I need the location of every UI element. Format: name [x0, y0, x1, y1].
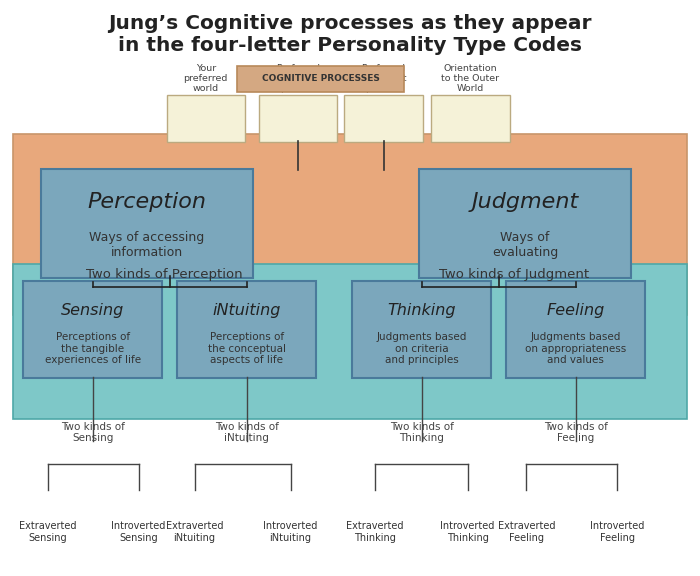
Text: Introverted
iNtuiting: Introverted iNtuiting — [263, 521, 318, 543]
Text: Ways of accessing
information: Ways of accessing information — [90, 230, 204, 259]
FancyBboxPatch shape — [431, 95, 510, 142]
Text: Sensing: Sensing — [61, 303, 125, 319]
FancyBboxPatch shape — [259, 95, 337, 142]
Text: iNtuiting: iNtuiting — [213, 303, 281, 319]
Text: Jung’s Cognitive processes as they appear: Jung’s Cognitive processes as they appea… — [108, 14, 592, 33]
Text: Introverted
Sensing: Introverted Sensing — [111, 521, 166, 543]
Text: Preferred
judgment
process: Preferred judgment process — [361, 63, 406, 93]
FancyBboxPatch shape — [352, 281, 491, 378]
FancyBboxPatch shape — [23, 281, 162, 378]
Text: Two kinds of Perception: Two kinds of Perception — [86, 268, 243, 281]
FancyBboxPatch shape — [41, 169, 253, 278]
Text: Introverted
Thinking: Introverted Thinking — [440, 521, 495, 543]
Text: Judgments based
on appropriateness
and values: Judgments based on appropriateness and v… — [525, 332, 626, 365]
Text: Perceptions of
the tangible
experiences of life: Perceptions of the tangible experiences … — [45, 332, 141, 365]
Text: Judgments based
on criteria
and principles: Judgments based on criteria and principl… — [377, 332, 467, 365]
Text: Two kinds of Judgment: Two kinds of Judgment — [440, 268, 589, 281]
Text: Two kinds of
Sensing: Two kinds of Sensing — [61, 422, 125, 444]
Text: Perception: Perception — [88, 192, 206, 212]
Text: Two kinds of
iNtuiting: Two kinds of iNtuiting — [215, 422, 279, 444]
Text: Extraverted
Sensing: Extraverted Sensing — [19, 521, 76, 543]
Text: Two kinds of
Feeling: Two kinds of Feeling — [544, 422, 608, 444]
Text: Feeling: Feeling — [547, 303, 605, 319]
Text: Extraverted
Thinking: Extraverted Thinking — [346, 521, 404, 543]
Text: in the four-letter Personality Type Codes: in the four-letter Personality Type Code… — [118, 36, 582, 55]
Text: Introverted
Feeling: Introverted Feeling — [590, 521, 645, 543]
FancyBboxPatch shape — [13, 264, 687, 419]
FancyBboxPatch shape — [177, 281, 316, 378]
FancyBboxPatch shape — [237, 66, 404, 92]
Text: Thinking: Thinking — [388, 303, 456, 319]
FancyBboxPatch shape — [506, 281, 645, 378]
Text: Two kinds of
Thinking: Two kinds of Thinking — [390, 422, 454, 444]
Text: Orientation
to the Outer
World: Orientation to the Outer World — [441, 63, 500, 93]
Text: Preferred
perception
process: Preferred perception process — [273, 63, 323, 93]
FancyBboxPatch shape — [344, 95, 423, 142]
Text: Perceptions of
the conceptual
aspects of life: Perceptions of the conceptual aspects of… — [208, 332, 286, 365]
FancyBboxPatch shape — [13, 134, 687, 315]
Text: Extraverted
iNtuiting: Extraverted iNtuiting — [166, 521, 223, 543]
Text: Extraverted
Feeling: Extraverted Feeling — [498, 521, 555, 543]
Text: Your
preferred
world: Your preferred world — [183, 63, 228, 93]
Text: Judgment: Judgment — [471, 192, 579, 212]
FancyBboxPatch shape — [167, 95, 245, 142]
Text: Ways of
evaluating: Ways of evaluating — [492, 230, 558, 259]
Text: COGNITIVE PROCESSES: COGNITIVE PROCESSES — [262, 74, 379, 84]
FancyBboxPatch shape — [419, 169, 631, 278]
